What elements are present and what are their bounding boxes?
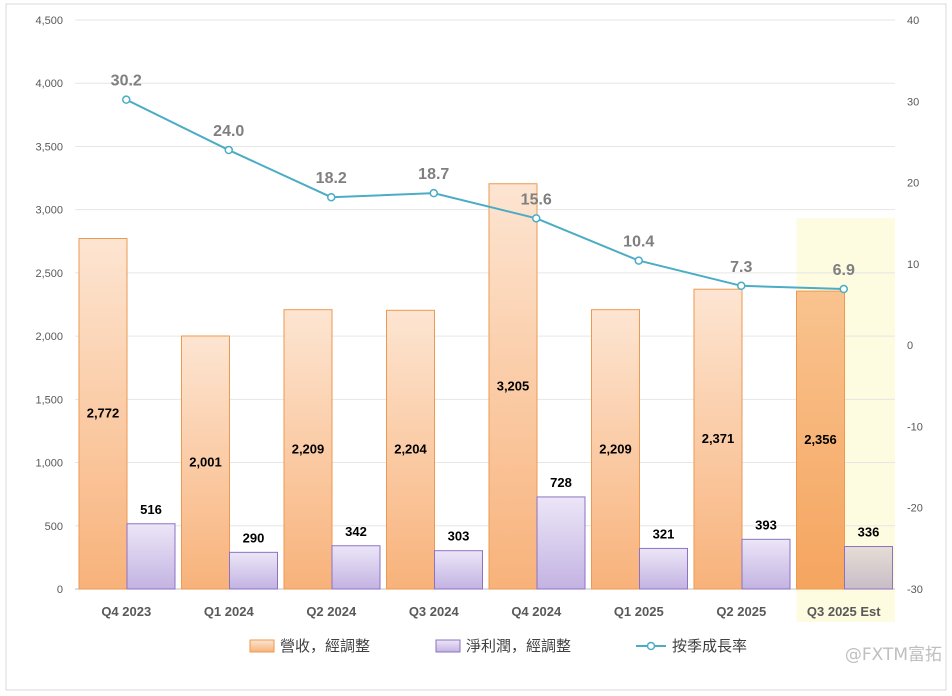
growth-point (429, 188, 438, 198)
legend-swatch-net-profit (435, 639, 461, 653)
left-axis-tick: 3,500 (35, 141, 63, 153)
left-axis-tick: 2,500 (35, 268, 63, 280)
legend-swatch-revenue (249, 639, 275, 653)
net-profit-bar (844, 546, 893, 590)
revenue-value-label: 2,772 (87, 406, 120, 421)
right-axis-tick: 20 (907, 178, 919, 190)
growth-point (532, 214, 541, 223)
growth-value-label: 18.2 (316, 170, 347, 187)
left-axis-tick: 1,500 (35, 394, 63, 406)
revenue-bar (283, 309, 333, 590)
revenue-value-label: 2,209 (292, 441, 325, 456)
revenue-value-label: 2,001 (189, 454, 222, 469)
growth-point (122, 95, 131, 104)
revenue-bar (181, 335, 230, 590)
revenue-bar (796, 290, 845, 590)
net-profit-value-label: 342 (345, 524, 367, 539)
net-profit-value-label: 728 (550, 475, 572, 490)
growth-value-label: 24.0 (213, 123, 244, 140)
legend-marker-growth (646, 641, 656, 651)
right-axis-tick: 30 (907, 96, 919, 108)
net-profit-bar (741, 538, 791, 590)
growth-point (839, 284, 848, 294)
growth-value-label: 30.2 (111, 73, 142, 90)
net-profit-bar (536, 496, 586, 590)
legend-label-net-profit: 淨利潤，經調整 (466, 637, 571, 655)
left-axis-tick: 0 (57, 584, 63, 596)
left-axis-tick: 4,000 (35, 78, 63, 90)
category-label: Q3 2025 Est (807, 604, 881, 619)
right-axis-tick: -30 (907, 584, 923, 596)
right-axis-tick: 0 (907, 340, 913, 352)
net-profit-value-label: 290 (243, 530, 265, 545)
category-label: Q3 2024 (409, 604, 460, 619)
left-axis-tick: 4,500 (35, 15, 63, 27)
revenue-value-label: 2,371 (702, 431, 735, 446)
net-profit-value-label: 321 (653, 526, 675, 541)
revenue-bar (693, 288, 743, 590)
category-label: Q2 2024 (306, 604, 357, 619)
growth-value-label: 10.4 (623, 234, 654, 251)
growth-value-label: 15.6 (521, 191, 552, 208)
net-profit-value-label: 336 (858, 525, 880, 540)
legend-label-revenue: 營收，經調整 (280, 637, 370, 655)
net-profit-value-label: 303 (448, 529, 470, 544)
left-axis-tick: 1,000 (35, 458, 63, 470)
growth-point (634, 256, 643, 265)
category-label: Q4 2024 (511, 604, 562, 619)
revenue-value-label: 3,205 (497, 378, 530, 393)
net-profit-value-label: 516 (140, 502, 162, 517)
growth-value-label: 6.9 (833, 262, 855, 279)
right-axis-tick: -10 (907, 421, 923, 433)
left-axis-tick: 2,000 (35, 331, 63, 343)
category-label: Q4 2023 (101, 604, 151, 619)
category-label: Q1 2025 (614, 604, 664, 619)
growth-point (737, 281, 746, 291)
revenue-bar (591, 309, 640, 590)
growth-point (327, 192, 336, 202)
revenue-bar (386, 309, 435, 590)
right-axis-tick: 10 (907, 259, 919, 271)
net-profit-bar (229, 551, 278, 590)
category-label: Q1 2024 (204, 604, 255, 619)
right-axis-tick: 40 (907, 15, 919, 27)
left-axis-tick: 3,000 (35, 205, 63, 217)
revenue-bar (78, 237, 128, 590)
right-axis-tick: -20 (907, 503, 923, 515)
growth-point (224, 145, 233, 155)
growth-line (125, 98, 844, 291)
net-profit-bar (434, 550, 483, 590)
revenue-bar (488, 183, 538, 590)
net-profit-bar (331, 545, 381, 590)
net-profit-value-label: 393 (755, 517, 777, 532)
revenue-value-label: 2,209 (599, 441, 632, 456)
revenue-value-label: 2,356 (804, 432, 837, 447)
category-label: Q2 2025 (716, 604, 766, 619)
growth-value-label: 7.3 (730, 259, 752, 276)
watermark: @FXTM富拓 (845, 645, 942, 665)
net-profit-bar (126, 523, 176, 590)
legend-label-growth: 按季成長率 (672, 637, 747, 655)
growth-value-label: 18.7 (418, 166, 449, 183)
left-axis-tick: 500 (45, 521, 63, 533)
revenue-value-label: 2,204 (394, 442, 427, 457)
net-profit-bar (639, 547, 688, 590)
